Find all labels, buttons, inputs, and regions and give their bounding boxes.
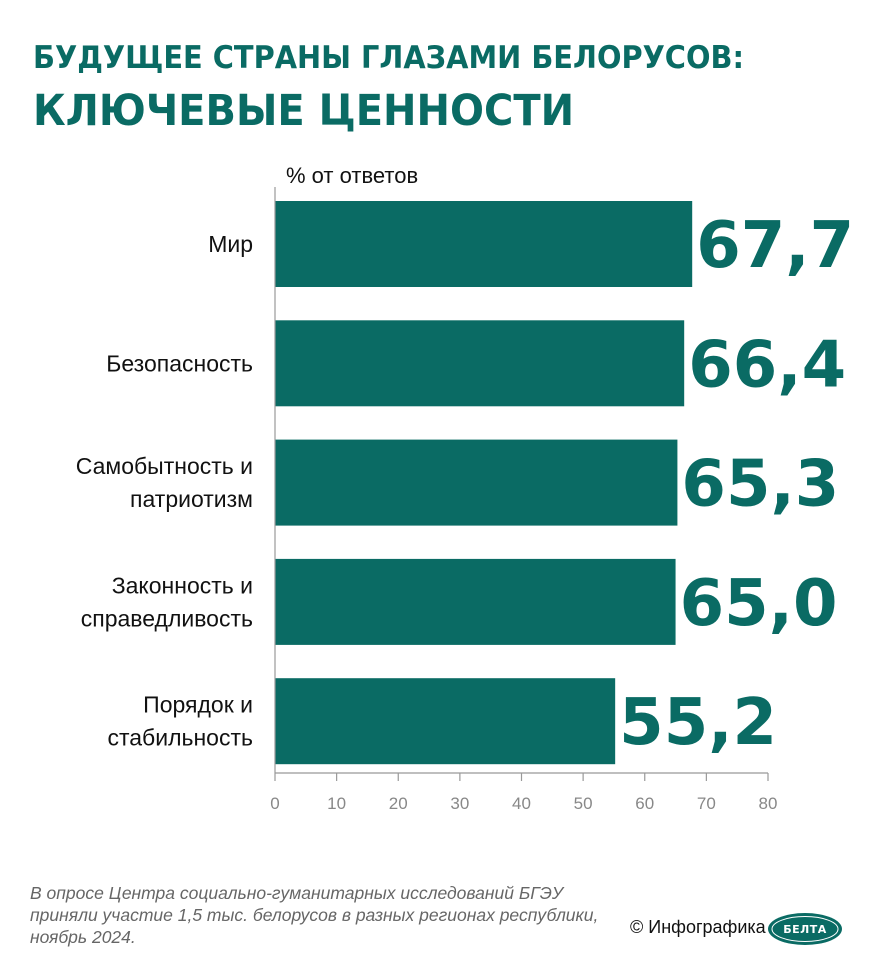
bar-1 [275, 320, 685, 407]
category-label-4: Порядок и стабильность [107, 692, 253, 751]
category-label-1: Безопасность [106, 350, 253, 376]
bar-2 [275, 439, 678, 526]
category-label-2: Самобытность и патриотизм [76, 453, 253, 512]
infographic-credit: © Инфографика [630, 917, 766, 937]
chart-title-line-1: БУДУЩЕЕ СТРАНЫ ГЛАЗАМИ БЕЛОРУСОВ: [33, 40, 744, 76]
x-tick-label-6: 60 [635, 794, 654, 813]
x-tick-label-5: 50 [574, 794, 593, 813]
x-tick-label-0: 0 [270, 794, 279, 813]
category-label-0: Мир [208, 231, 253, 257]
bar-chart: % от ответов Мир 67,7 Безопасность 66,4 Самоб… [76, 163, 854, 813]
bar-3 [275, 558, 676, 645]
value-label-3: 65,0 [680, 567, 838, 641]
unit-label: % от ответов [286, 163, 418, 188]
bar-4 [275, 678, 616, 765]
bar-0 [275, 201, 693, 287]
x-tick-label-4: 40 [512, 794, 531, 813]
value-label-2: 65,3 [681, 448, 839, 522]
value-label-0: 67,7 [696, 209, 854, 283]
chart-title-line-2: КЛЮЧЕВЫЕ ЦЕННОСТИ [33, 86, 575, 136]
belta-logo: БЕЛТА [768, 913, 842, 945]
category-label-3: Законность и справедливость [81, 572, 253, 631]
x-tick-label-2: 20 [389, 794, 408, 813]
x-tick-label-3: 30 [450, 794, 469, 813]
value-label-4: 55,2 [619, 686, 777, 760]
x-tick-label-8: 80 [759, 794, 778, 813]
belta-logo-text: БЕЛТА [783, 923, 827, 936]
survey-note: В опросе Центра социально-гуманитарных и… [30, 883, 599, 947]
x-tick-label-7: 70 [697, 794, 716, 813]
x-tick-label-1: 10 [327, 794, 346, 813]
value-label-1: 66,4 [688, 328, 846, 402]
